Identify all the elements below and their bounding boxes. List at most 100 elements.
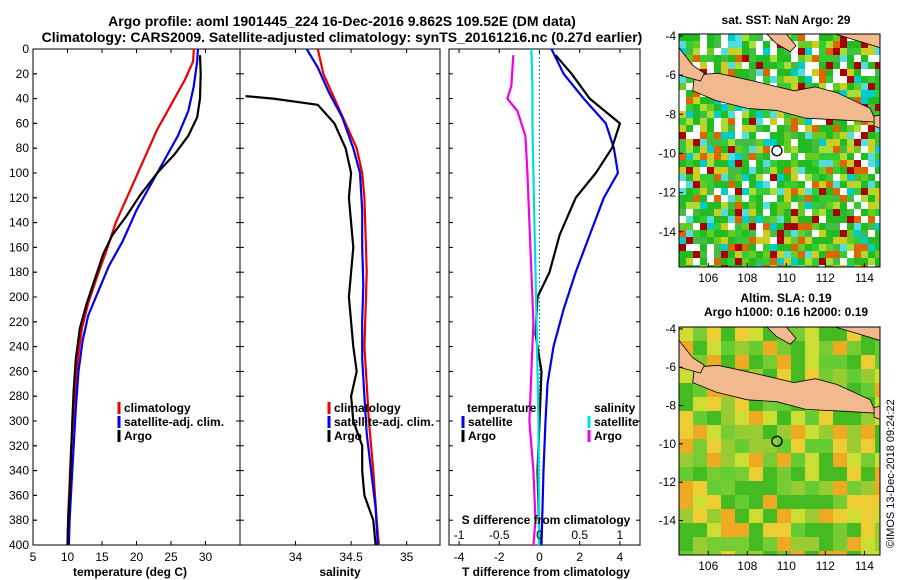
- lat-tick-label: -12: [659, 186, 677, 200]
- map-cell: [777, 265, 785, 267]
- depth-tick-label: 320: [9, 439, 29, 453]
- map-cell: [798, 118, 806, 126]
- map-cell: [756, 34, 764, 42]
- map-cell: [777, 230, 785, 238]
- map-cell: [833, 181, 841, 189]
- map-cell: [868, 146, 876, 154]
- map-cell: [679, 160, 687, 168]
- map-cell: [686, 237, 694, 245]
- map-cell: [756, 111, 764, 119]
- map-cell: [847, 481, 862, 496]
- map-cell: [805, 495, 820, 510]
- map-cell: [770, 265, 778, 267]
- map-cell: [693, 132, 701, 140]
- map-cell: [714, 146, 722, 154]
- map-cell: [861, 48, 869, 56]
- map-cell: [791, 209, 799, 217]
- map-cell: [735, 523, 750, 538]
- map-cell: [833, 69, 841, 77]
- map-cell: [721, 181, 729, 189]
- map-cell: [826, 62, 834, 70]
- map-cell: [756, 258, 764, 266]
- map-cell: [693, 90, 701, 98]
- map-cell: [847, 181, 855, 189]
- map-cell: [679, 369, 694, 384]
- map-cell: [812, 216, 820, 224]
- map-cell: [700, 251, 708, 259]
- map-cell: [868, 167, 876, 175]
- map-cell: [826, 230, 834, 238]
- map-cell: [833, 495, 848, 510]
- map-cell: [749, 481, 764, 496]
- map-cell: [763, 181, 771, 189]
- map-cell: [840, 139, 848, 147]
- map-cell: [714, 34, 722, 42]
- map-cell: [693, 223, 701, 231]
- map-cell: [847, 167, 855, 175]
- sst-map-axes: 106 108 110 112 114 -4 -6 -8 -10 -12 -14: [659, 29, 875, 285]
- map-cell: [735, 167, 743, 175]
- map-cell: [847, 237, 855, 245]
- map-cell: [763, 62, 771, 70]
- map-cell: [770, 167, 778, 175]
- map-cell: [812, 174, 820, 182]
- map-cell: [679, 195, 687, 203]
- sla-map-land: [679, 327, 880, 420]
- map-cell: [728, 244, 736, 252]
- map-cell: [861, 383, 876, 398]
- map-cell: [742, 125, 750, 133]
- map-cell: [721, 341, 736, 356]
- map-cell: [700, 62, 708, 70]
- map-cell: [686, 41, 694, 49]
- map-cell: [721, 160, 729, 168]
- map-cell: [812, 118, 820, 126]
- legend-label-t-satellite: satellite: [468, 415, 513, 429]
- map-cell: [770, 55, 778, 63]
- map-cell: [861, 467, 876, 482]
- map-cell: [763, 230, 771, 238]
- map-cell: [714, 132, 722, 140]
- map-cell: [868, 251, 876, 259]
- map-cell: [777, 523, 792, 538]
- map-cell: [868, 174, 876, 182]
- map-cell: [679, 230, 687, 238]
- map-cell: [798, 188, 806, 196]
- map-cell: [833, 265, 841, 267]
- map-cell: [819, 327, 834, 342]
- map-cell: [819, 244, 827, 252]
- map-cell: [763, 453, 778, 468]
- map-cell: [714, 69, 722, 77]
- map-cell: [707, 523, 722, 538]
- map-cell: [707, 55, 715, 63]
- map-cell: [868, 160, 876, 168]
- map-cell: [756, 146, 764, 154]
- sla-map-frame: [678, 326, 881, 556]
- map-cell: [854, 202, 862, 210]
- map-cell: [854, 118, 862, 126]
- map-cell: [805, 174, 813, 182]
- map-cell: [777, 439, 792, 454]
- map-cell: [721, 69, 729, 77]
- map-cell: [763, 439, 778, 454]
- map-cell: [791, 495, 806, 510]
- x-tick-label: 0: [536, 550, 543, 564]
- map-cell: [833, 327, 848, 342]
- map-cell: [875, 223, 880, 231]
- map-cell: [707, 209, 715, 217]
- map-cell: [707, 216, 715, 224]
- map-cell: [693, 258, 701, 266]
- sla-map-title: Altim. SLA: 0.19: [740, 291, 832, 305]
- map-cell: [714, 125, 722, 133]
- map-cell: [847, 209, 855, 217]
- map-cell: [791, 425, 806, 440]
- map-cell: [763, 244, 771, 252]
- map-cell: [777, 55, 785, 63]
- map-cell: [812, 153, 820, 161]
- map-cell: [840, 41, 848, 49]
- map-cell: [861, 369, 876, 384]
- map-cell: [819, 76, 827, 84]
- land-polygon: [834, 34, 880, 49]
- series-line-satellite-adj-clim-: [305, 49, 379, 545]
- map-cell: [714, 41, 722, 49]
- map-cell: [777, 167, 785, 175]
